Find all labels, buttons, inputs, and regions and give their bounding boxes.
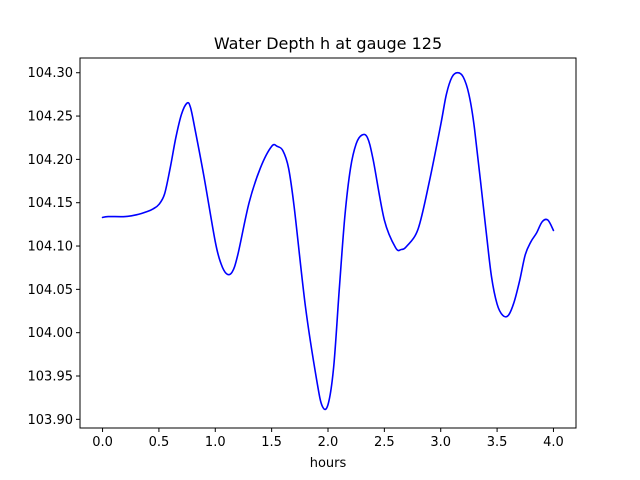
x-tick-label: 1.0	[205, 435, 226, 450]
x-tick-label: 0.0	[92, 435, 113, 450]
y-tick-label: 103.95	[28, 370, 74, 385]
plot-area	[101, 71, 555, 411]
y-tick-label: 104.30	[28, 66, 74, 81]
y-tick-label: 104.05	[28, 283, 74, 298]
x-tick-label: 4.0	[543, 435, 564, 450]
x-tick-label: 2.5	[374, 435, 395, 450]
y-tick-label: 104.00	[28, 326, 74, 341]
series-line	[101, 71, 555, 411]
x-tick-label: 3.0	[430, 435, 451, 450]
x-tick-label: 1.5	[261, 435, 282, 450]
axes-frame	[79, 57, 577, 429]
x-axis: 0.0 0.5 1.0 1.5 2.0 2.5 3.0 3.5 4.0	[92, 428, 564, 450]
y-tick-label: 104.15	[28, 196, 74, 211]
x-tick-label: 3.5	[487, 435, 508, 450]
y-tick-label: 104.20	[28, 153, 74, 168]
y-axis: 103.90 103.95 104.00 104.05 104.10 104.15 104.…	[28, 66, 80, 428]
y-tick-label: 103.90	[28, 413, 74, 428]
x-axis-label: hours	[310, 456, 347, 471]
x-tick-label: 0.5	[149, 435, 170, 450]
chart-title: Water Depth h at gauge 125	[214, 34, 442, 53]
x-tick-label: 2.0	[318, 435, 339, 450]
y-tick-label: 104.10	[28, 240, 74, 255]
y-tick-label: 104.25	[28, 110, 74, 125]
